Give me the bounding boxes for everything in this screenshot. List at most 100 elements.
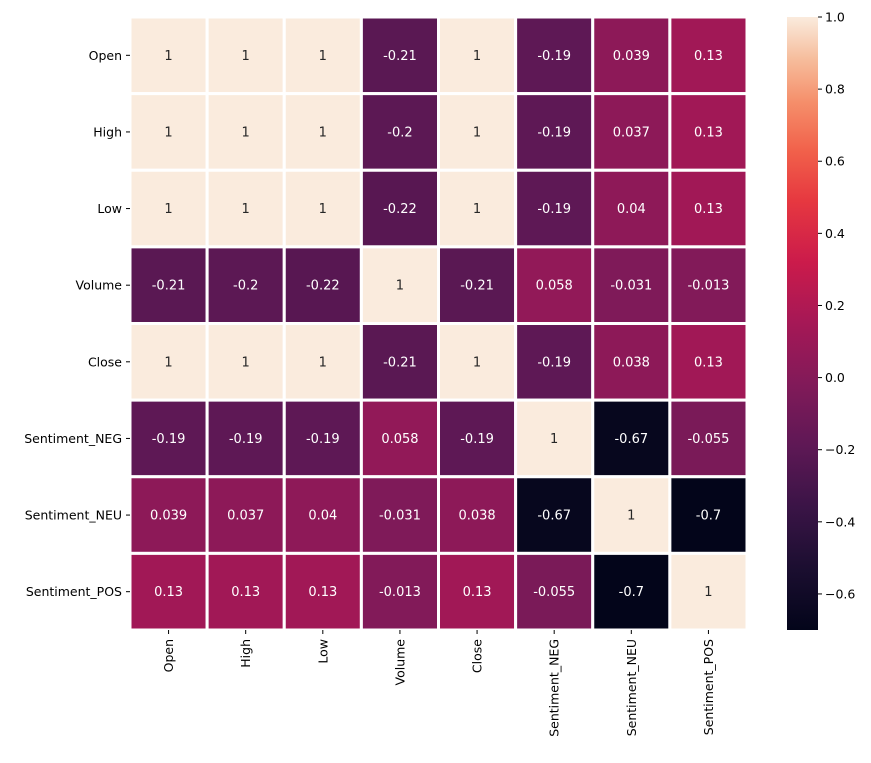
cell-annotation: 1	[473, 355, 481, 370]
cell-annotation: -0.21	[460, 279, 494, 294]
cell-annotation: 0.037	[227, 509, 264, 524]
cell-annotation: -0.19	[537, 355, 571, 370]
x-tick-label: Volume	[392, 639, 407, 686]
colorbar-tick-label: 1.0	[825, 10, 845, 25]
cell-annotation: 1	[242, 202, 250, 217]
heatmap-cell	[437, 322, 518, 402]
x-tick-label: Sentiment_NEU	[624, 639, 639, 736]
cell-annotation: -0.19	[306, 432, 340, 447]
heatmap-cell	[668, 92, 749, 172]
cell-annotation: 0.13	[463, 585, 492, 600]
x-axis-labels: Open High Low Volume Close Sentiment_NEG Senti…	[161, 630, 716, 737]
heatmap-cell	[668, 551, 749, 632]
cell-annotation: -0.19	[537, 202, 571, 217]
y-tick-label: High	[93, 124, 122, 139]
heatmap-cell	[514, 15, 595, 96]
colorbar-tick-label: 0.2	[825, 298, 845, 313]
cell-annotation: -0.22	[306, 279, 340, 294]
y-tick-label: Open	[89, 48, 122, 63]
heatmap-cell	[514, 92, 595, 172]
heatmap-cell	[591, 475, 672, 555]
cell-annotation: 1	[319, 49, 327, 64]
cell-annotation: 0.039	[150, 509, 187, 524]
cell-annotation: -0.7	[619, 585, 644, 600]
heatmap-cell	[668, 15, 749, 96]
colorbar-tick-label: −0.2	[825, 442, 855, 457]
cell-annotation: 0.058	[381, 432, 418, 447]
cell-annotation: 0.13	[231, 585, 260, 600]
cell-annotation: 0.038	[458, 509, 495, 524]
colorbar-tick-label: 0.8	[825, 82, 845, 97]
cell-annotation: -0.19	[229, 432, 263, 447]
heatmap-cell	[437, 551, 518, 632]
heatmap-cell	[359, 92, 440, 172]
cell-annotation: 1	[242, 355, 250, 370]
x-tick-label: Close	[470, 639, 485, 673]
heatmap-cells: 1 1 1 -0.21 1 -0.19 0.039 0.131 1 1 -0.2 1 -0.19 0.03…	[128, 15, 749, 632]
cell-annotation: -0.055	[687, 432, 729, 447]
heatmap-cell	[205, 475, 286, 555]
cell-annotation: -0.19	[537, 125, 571, 140]
colorbar-tick-label: −0.4	[825, 514, 855, 529]
heatmap-cell	[282, 475, 363, 555]
x-tick-label: Sentiment_NEG	[547, 639, 562, 737]
cell-annotation: -0.19	[152, 432, 186, 447]
x-tick-label: Low	[315, 639, 330, 664]
heatmap-cell	[437, 168, 518, 249]
cell-annotation: -0.22	[383, 202, 417, 217]
y-tick-label: Sentiment_NEG	[24, 431, 122, 446]
heatmap-cell	[437, 398, 518, 479]
cell-annotation: 1	[164, 202, 172, 217]
cell-annotation: 0.04	[308, 509, 337, 524]
cell-annotation: 0.13	[694, 49, 723, 64]
cell-annotation: 1	[396, 279, 404, 294]
cell-annotation: -0.013	[379, 585, 421, 600]
heatmap-cell	[282, 168, 363, 249]
cell-annotation: -0.21	[383, 355, 417, 370]
heatmap-cell	[437, 245, 518, 325]
colorbar-tick-label: 0.0	[825, 370, 845, 385]
cell-annotation: -0.055	[533, 585, 575, 600]
x-tick-label: High	[238, 639, 253, 668]
cell-annotation: -0.19	[460, 432, 494, 447]
cell-annotation: 0.04	[617, 202, 646, 217]
cell-annotation: 0.13	[694, 202, 723, 217]
heatmap-cell	[668, 398, 749, 479]
heatmap-cell	[128, 475, 209, 555]
colorbar-tick-label: 0.4	[825, 226, 845, 241]
cell-annotation: -0.7	[696, 509, 721, 524]
cell-annotation: 1	[242, 49, 250, 64]
heatmap-cell	[359, 168, 440, 249]
cell-annotation: 1	[319, 202, 327, 217]
colorbar-tick-label: −0.6	[825, 586, 855, 601]
cell-annotation: 1	[242, 125, 250, 140]
cell-annotation: 1	[473, 202, 481, 217]
x-tick-label: Open	[161, 639, 176, 672]
heatmap-cell	[514, 398, 595, 479]
heatmap-cell	[591, 245, 672, 325]
heatmap-cell	[205, 398, 286, 479]
cell-annotation: 1	[164, 125, 172, 140]
y-tick-label: Sentiment_NEU	[25, 508, 122, 523]
cell-annotation: 1	[473, 125, 481, 140]
cell-annotation: 0.13	[694, 125, 723, 140]
cell-annotation: 0.13	[154, 585, 183, 600]
cell-annotation: -0.67	[614, 432, 648, 447]
cell-annotation: -0.2	[233, 279, 258, 294]
y-tick-label: Sentiment_POS	[26, 584, 122, 599]
cell-annotation: 0.13	[694, 355, 723, 370]
y-axis-labels: Open High Low Volume Close Sentiment_NEG Senti…	[24, 48, 130, 599]
heatmap-cell	[205, 92, 286, 172]
cell-annotation: 0.039	[613, 49, 650, 64]
cell-annotation: 0.13	[308, 585, 337, 600]
y-tick-label: Low	[97, 201, 122, 216]
cell-annotation: 0.058	[536, 279, 573, 294]
cell-annotation: 1	[319, 125, 327, 140]
cell-annotation: 0.038	[613, 355, 650, 370]
heatmap-cell	[668, 475, 749, 555]
colorbar: 1.0 0.8 0.6 0.4 0.2 0.0 −0.2 −0.4 −0.6	[787, 10, 855, 630]
cell-annotation: -0.031	[379, 509, 421, 524]
cell-annotation: 1	[164, 49, 172, 64]
cell-annotation: 1	[550, 432, 558, 447]
